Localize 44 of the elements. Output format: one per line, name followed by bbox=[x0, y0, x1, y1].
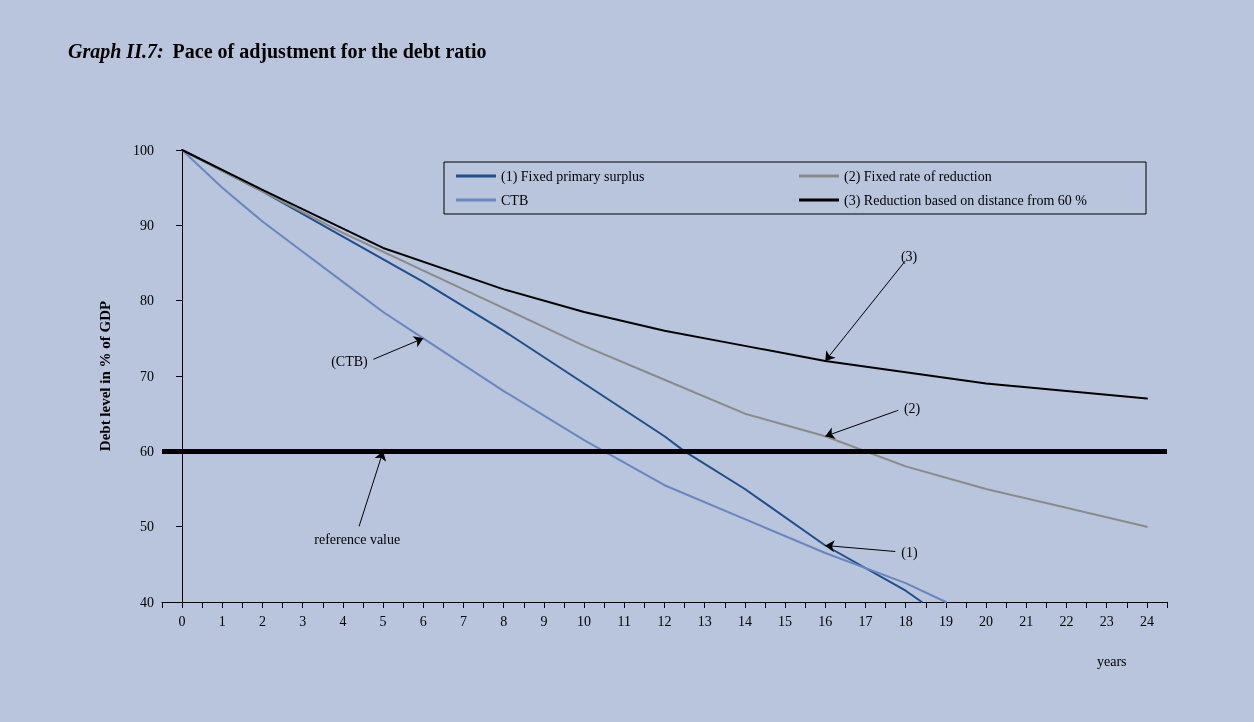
y-tick-label: 60 bbox=[140, 443, 154, 459]
x-tick-label: 19 bbox=[938, 613, 953, 629]
x-tick-label: 10 bbox=[577, 613, 592, 629]
x-tick-label: 24 bbox=[1139, 613, 1154, 629]
x-tick-label: 9 bbox=[540, 613, 548, 629]
x-axis-title: years bbox=[1097, 653, 1127, 669]
x-tick-label: 2 bbox=[259, 613, 266, 629]
x-tick-label: 23 bbox=[1099, 613, 1114, 629]
x-tick-label: 5 bbox=[379, 613, 387, 629]
x-tick-label: 7 bbox=[460, 613, 467, 629]
x-tick-label: 8 bbox=[500, 613, 508, 629]
x-tick-label: 13 bbox=[697, 613, 712, 629]
x-tick-label: 14 bbox=[737, 613, 752, 629]
x-tick-label: 15 bbox=[778, 613, 793, 629]
x-tick-label: 21 bbox=[1019, 613, 1034, 629]
annotation: (CTB) bbox=[331, 354, 369, 371]
x-tick-label: 16 bbox=[818, 613, 833, 629]
x-tick-label: 11 bbox=[617, 613, 632, 629]
y-tick-label: 70 bbox=[140, 368, 154, 384]
x-tick-label: 22 bbox=[1059, 613, 1074, 629]
x-tick-label: 0 bbox=[178, 613, 186, 629]
x-tick-label: 18 bbox=[898, 613, 913, 629]
annotation: reference value bbox=[314, 531, 401, 547]
y-tick-label: 80 bbox=[140, 293, 154, 309]
x-tick-label: 3 bbox=[299, 613, 307, 629]
y-tick-label: 40 bbox=[140, 594, 154, 610]
y-tick-label: 100 bbox=[133, 142, 154, 158]
annotation: (2) bbox=[903, 400, 921, 417]
legend-label: (3) Reduction based on distance from 60 % bbox=[844, 192, 1088, 209]
legend-label: CTB bbox=[501, 192, 529, 208]
x-tick-label: 20 bbox=[979, 613, 994, 629]
annotation: (3) bbox=[900, 248, 918, 265]
legend-label: (2) Fixed rate of reduction bbox=[844, 168, 992, 185]
chart-title: Graph II.7: Pace of adjustment for the debt ratio bbox=[68, 40, 487, 63]
x-tick-label: 17 bbox=[858, 613, 873, 629]
y-tick-label: 50 bbox=[140, 519, 154, 535]
x-tick-label: 6 bbox=[419, 613, 427, 629]
x-tick-label: 1 bbox=[218, 613, 226, 629]
legend-label: (1) Fixed primary surplus bbox=[501, 168, 645, 185]
annotation: (1) bbox=[901, 544, 918, 561]
x-tick-label: 4 bbox=[339, 613, 347, 629]
x-tick-label: 12 bbox=[657, 613, 672, 629]
y-tick-label: 90 bbox=[140, 217, 154, 233]
y-axis-title: Debt level in % of GDP bbox=[96, 300, 113, 452]
